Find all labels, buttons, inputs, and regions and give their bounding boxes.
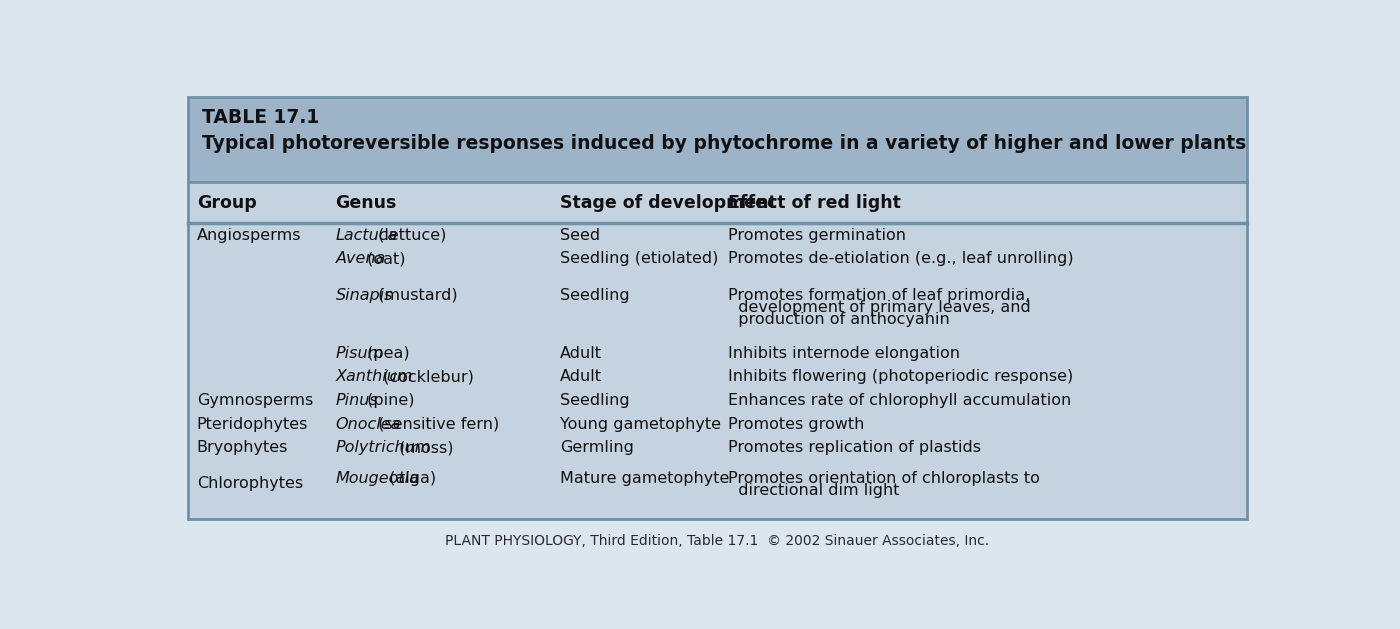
Text: Pteridophytes: Pteridophytes	[196, 416, 308, 431]
Bar	[188, 182, 1247, 519]
Text: Seedling: Seedling	[560, 288, 630, 303]
Text: (alga): (alga)	[384, 471, 435, 486]
Text: development of primary leaves, and: development of primary leaves, and	[728, 300, 1030, 315]
Text: production of anthocyanin: production of anthocyanin	[728, 312, 951, 327]
Text: Polytrichum: Polytrichum	[336, 440, 431, 455]
Text: Promotes orientation of chloroplasts to: Promotes orientation of chloroplasts to	[728, 471, 1040, 486]
Text: (pine): (pine)	[363, 393, 414, 408]
Text: Promotes replication of plastids: Promotes replication of plastids	[728, 440, 981, 455]
Text: Inhibits flowering (photoperiodic response): Inhibits flowering (photoperiodic respon…	[728, 369, 1074, 384]
Text: Avena: Avena	[336, 251, 386, 266]
Text: Mougeotia: Mougeotia	[336, 471, 420, 486]
Text: (mustard): (mustard)	[372, 288, 458, 303]
Text: Promotes germination: Promotes germination	[728, 228, 906, 243]
Text: (lettuce): (lettuce)	[372, 228, 447, 243]
Text: Bryophytes: Bryophytes	[196, 440, 288, 455]
Text: Seed: Seed	[560, 228, 601, 243]
Text: Pinus: Pinus	[336, 393, 378, 408]
Text: Mature gametophyte: Mature gametophyte	[560, 471, 729, 486]
Text: TABLE 17.1: TABLE 17.1	[202, 108, 319, 127]
Bar	[188, 97, 1247, 519]
Text: (pea): (pea)	[363, 346, 410, 360]
Text: (oat): (oat)	[363, 251, 406, 266]
Text: Stage of development: Stage of development	[560, 194, 777, 211]
Text: Chlorophytes: Chlorophytes	[196, 476, 302, 491]
Text: Inhibits internode elongation: Inhibits internode elongation	[728, 346, 960, 360]
Text: Enhances rate of chlorophyll accumulation: Enhances rate of chlorophyll accumulatio…	[728, 393, 1071, 408]
Text: Adult: Adult	[560, 346, 602, 360]
Text: Sinapis: Sinapis	[336, 288, 393, 303]
Text: Gymnosperms: Gymnosperms	[196, 393, 314, 408]
Text: directional dim light: directional dim light	[728, 483, 900, 498]
Text: Onoclea: Onoclea	[336, 416, 400, 431]
Text: Lactuca: Lactuca	[336, 228, 398, 243]
Text: (sensitive fern): (sensitive fern)	[372, 416, 500, 431]
Text: Genus: Genus	[336, 194, 398, 211]
Bar	[188, 97, 1247, 182]
Text: Typical photoreversible responses induced by phytochrome in a variety of higher : Typical photoreversible responses induce…	[202, 133, 1246, 153]
Text: Effect of red light: Effect of red light	[728, 194, 902, 211]
Text: Angiosperms: Angiosperms	[196, 228, 301, 243]
Text: PLANT PHYSIOLOGY, Third Edition, Table 17.1  © 2002 Sinauer Associates, Inc.: PLANT PHYSIOLOGY, Third Edition, Table 1…	[445, 535, 990, 548]
Text: Adult: Adult	[560, 369, 602, 384]
Text: Seedling: Seedling	[560, 393, 630, 408]
Text: Pisum: Pisum	[336, 346, 384, 360]
Text: Promotes growth: Promotes growth	[728, 416, 865, 431]
Text: Young gametophyte: Young gametophyte	[560, 416, 721, 431]
Text: Seedling (etiolated): Seedling (etiolated)	[560, 251, 718, 266]
Text: Germling: Germling	[560, 440, 634, 455]
Text: Group: Group	[196, 194, 256, 211]
Text: (moss): (moss)	[395, 440, 454, 455]
Text: (cocklebur): (cocklebur)	[378, 369, 475, 384]
Text: Xanthium: Xanthium	[336, 369, 413, 384]
Text: Promotes formation of leaf primordia,: Promotes formation of leaf primordia,	[728, 288, 1030, 303]
Text: Promotes de-etiolation (e.g., leaf unrolling): Promotes de-etiolation (e.g., leaf unrol…	[728, 251, 1074, 266]
